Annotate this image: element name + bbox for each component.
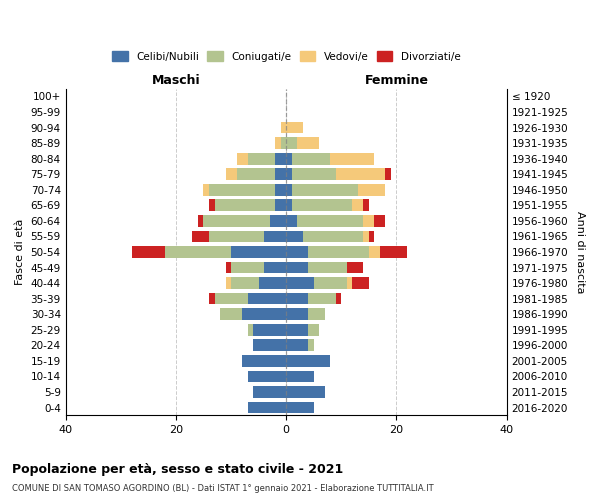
Bar <box>248 370 286 382</box>
Bar <box>364 215 374 226</box>
Bar <box>286 246 308 258</box>
Bar <box>308 293 336 304</box>
Bar <box>286 184 292 196</box>
Bar <box>308 246 369 258</box>
Bar <box>269 215 286 226</box>
Bar <box>286 153 292 164</box>
Bar <box>286 138 297 149</box>
Bar <box>292 168 336 180</box>
Bar <box>203 215 269 226</box>
Bar <box>286 355 331 366</box>
Bar <box>286 215 297 226</box>
Bar <box>253 386 286 398</box>
Bar <box>209 293 215 304</box>
Bar <box>253 324 286 336</box>
Bar <box>248 324 253 336</box>
Bar <box>303 230 364 242</box>
Bar <box>132 246 165 258</box>
Bar <box>236 153 248 164</box>
Bar <box>286 278 314 289</box>
Bar <box>248 402 286 413</box>
Bar <box>242 308 286 320</box>
Bar <box>231 262 264 274</box>
Bar <box>281 138 286 149</box>
Bar <box>314 278 347 289</box>
Bar <box>286 168 292 180</box>
Bar <box>215 200 275 211</box>
Bar <box>209 230 264 242</box>
Text: COMUNE DI SAN TOMASO AGORDINO (BL) - Dati ISTAT 1° gennaio 2021 - Elaborazione T: COMUNE DI SAN TOMASO AGORDINO (BL) - Dat… <box>12 484 434 493</box>
Bar <box>336 168 385 180</box>
Bar <box>226 168 236 180</box>
Text: Maschi: Maschi <box>152 74 200 87</box>
Bar <box>336 293 341 304</box>
Bar <box>380 246 407 258</box>
Bar <box>248 293 286 304</box>
Bar <box>308 324 319 336</box>
Bar <box>198 215 203 226</box>
Bar <box>347 262 364 274</box>
Bar <box>286 324 308 336</box>
Bar <box>193 230 209 242</box>
Y-axis label: Fasce di età: Fasce di età <box>15 219 25 285</box>
Bar <box>297 215 364 226</box>
Bar <box>236 168 275 180</box>
Bar <box>286 386 325 398</box>
Text: Femmine: Femmine <box>364 74 428 87</box>
Bar <box>286 293 308 304</box>
Bar <box>369 246 380 258</box>
Bar <box>286 200 292 211</box>
Bar <box>347 278 352 289</box>
Bar <box>220 308 242 320</box>
Y-axis label: Anni di nascita: Anni di nascita <box>575 210 585 293</box>
Bar <box>165 246 231 258</box>
Bar <box>286 122 303 134</box>
Bar <box>292 200 352 211</box>
Bar <box>209 200 215 211</box>
Bar <box>352 278 369 289</box>
Bar <box>286 370 314 382</box>
Bar <box>286 308 308 320</box>
Bar <box>259 278 286 289</box>
Bar <box>286 340 308 351</box>
Bar <box>292 153 331 164</box>
Bar <box>374 215 385 226</box>
Bar <box>264 262 286 274</box>
Bar <box>231 278 259 289</box>
Bar <box>226 278 231 289</box>
Bar <box>331 153 374 164</box>
Bar <box>286 402 314 413</box>
Bar <box>275 168 286 180</box>
Bar <box>203 184 209 196</box>
Bar <box>248 153 275 164</box>
Text: Popolazione per età, sesso e stato civile - 2021: Popolazione per età, sesso e stato civil… <box>12 462 343 475</box>
Bar <box>275 138 281 149</box>
Bar <box>352 200 364 211</box>
Bar <box>242 355 286 366</box>
Bar <box>286 262 308 274</box>
Bar <box>385 168 391 180</box>
Bar <box>281 122 286 134</box>
Bar <box>275 184 286 196</box>
Bar <box>275 200 286 211</box>
Bar <box>264 230 286 242</box>
Bar <box>286 230 303 242</box>
Bar <box>253 340 286 351</box>
Bar <box>364 230 369 242</box>
Bar <box>297 138 319 149</box>
Bar <box>231 246 286 258</box>
Bar <box>226 262 231 274</box>
Bar <box>275 153 286 164</box>
Bar <box>308 340 314 351</box>
Bar <box>308 308 325 320</box>
Legend: Celibi/Nubili, Coniugati/e, Vedovi/e, Divorziati/e: Celibi/Nubili, Coniugati/e, Vedovi/e, Di… <box>109 48 463 64</box>
Bar <box>364 200 369 211</box>
Bar <box>292 184 358 196</box>
Bar <box>358 184 385 196</box>
Bar <box>209 184 275 196</box>
Bar <box>369 230 374 242</box>
Bar <box>215 293 248 304</box>
Bar <box>308 262 347 274</box>
